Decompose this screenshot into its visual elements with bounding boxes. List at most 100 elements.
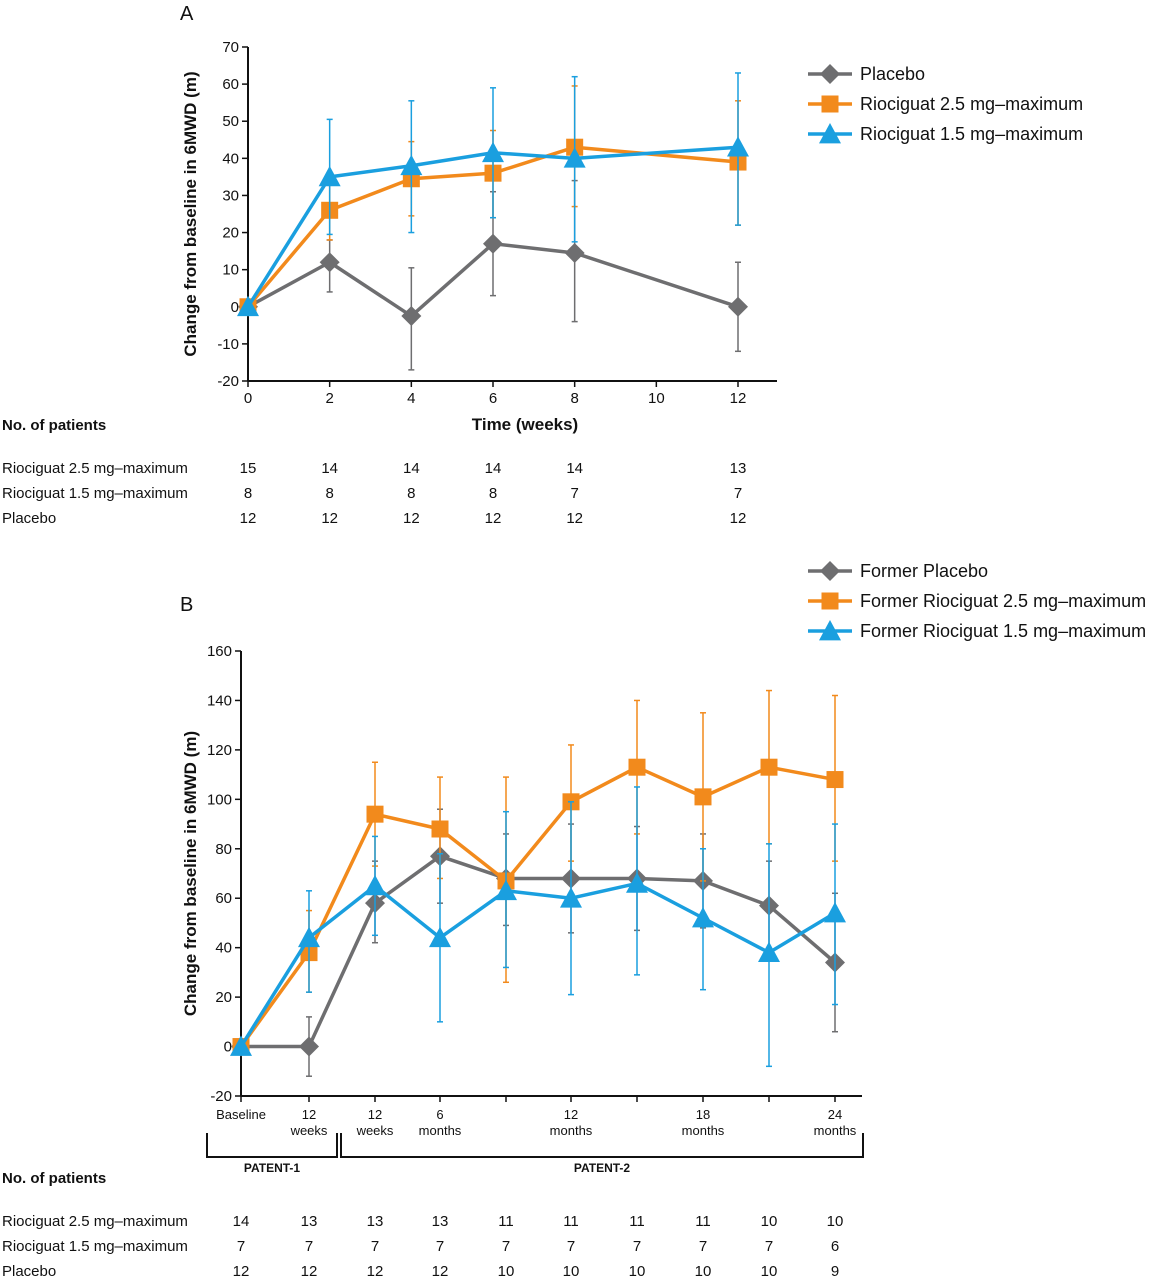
undefined-patients-count: 10	[629, 1263, 646, 1280]
undefined-y-tick-label: 60	[215, 890, 232, 907]
undefined-x-tick-label: 24	[828, 1107, 842, 1122]
undefined-legend-label: Riociguat 2.5 mg–maximum	[860, 94, 1083, 114]
undefined-data-point	[299, 1036, 319, 1057]
undefined-y-tick-label: 20	[215, 989, 232, 1006]
undefined-series-riociguat-1-5	[230, 786, 846, 1068]
undefined-patients-count: 14	[321, 460, 338, 477]
undefined-x-tick-label: 2	[325, 390, 333, 407]
undefined-patients-count: 7	[734, 485, 742, 502]
undefined-data-point	[626, 872, 648, 893]
undefined-patients-count: 12	[566, 510, 583, 527]
undefined-y-tick-label: 120	[207, 742, 232, 759]
undefined-data-point	[483, 233, 503, 254]
undefined-data-point	[694, 788, 712, 806]
undefined-patients-count: 13	[730, 460, 747, 477]
undefined-patients-count: 12	[321, 510, 338, 527]
undefined-legend-marker	[820, 64, 840, 84]
undefined-data-point	[237, 295, 259, 317]
undefined-y-tick-label: -20	[210, 1088, 232, 1105]
undefined-patients-header: No. of patients	[2, 417, 106, 434]
undefined-patients-count: 7	[633, 1238, 641, 1255]
undefined-patients-count: 10	[563, 1263, 580, 1280]
undefined-patients-row-label: Riociguat 2.5 mg–maximum	[2, 460, 188, 477]
undefined-y-tick-label: 40	[215, 940, 232, 957]
undefined-patients-count: 10	[827, 1213, 844, 1230]
undefined-y-tick-label: 140	[207, 692, 232, 709]
undefined-x-tick-label: 6	[489, 390, 497, 407]
undefined-x-tick-label: 8	[570, 390, 578, 407]
undefined-patients-row-label: Riociguat 1.5 mg–maximum	[2, 1238, 188, 1255]
undefined-data-point	[318, 165, 341, 187]
undefined-patients-count: 12	[240, 510, 257, 527]
undefined-x-tick-label: 4	[407, 390, 415, 407]
undefined-y-tick-label: -20	[217, 373, 239, 390]
undefined-x-tick-label: 18	[696, 1107, 710, 1122]
panel-b-bracket	[206, 1133, 338, 1158]
undefined-patients-count: 10	[695, 1263, 712, 1280]
undefined-patients-count: 14	[566, 460, 583, 477]
undefined-x-tick-label: 12	[564, 1107, 578, 1122]
undefined-y-axis-title: Change from baseline in 6MWD (m)	[181, 731, 200, 1016]
undefined-x-tick-label: months	[419, 1123, 462, 1138]
undefined-y-tick-label: 80	[215, 841, 232, 858]
undefined-patients-count: 7	[305, 1238, 313, 1255]
undefined-series-line	[239, 765, 836, 1048]
undefined-patients-count: 7	[699, 1238, 707, 1255]
undefined-patients-count: 7	[570, 485, 578, 502]
undefined-data-point	[563, 147, 586, 168]
undefined-patients-count: 12	[403, 510, 420, 527]
undefined-patients-count: 13	[367, 1213, 384, 1230]
undefined-patients-count: 7	[567, 1238, 575, 1255]
undefined-patients-count: 11	[498, 1213, 514, 1230]
undefined-legend-label: Placebo	[860, 64, 925, 84]
undefined-data-point	[364, 874, 386, 896]
undefined-series-line	[239, 881, 836, 1048]
undefined-patients-count: 11	[629, 1213, 645, 1230]
undefined-patients-count: 11	[563, 1213, 579, 1230]
undefined-patients-count: 8	[244, 485, 252, 502]
undefined-patients-count: 12	[485, 510, 502, 527]
undefined-data-point	[495, 879, 517, 901]
undefined-data-point	[401, 306, 422, 327]
undefined-x-tick-label: 10	[648, 390, 665, 407]
undefined-data-point	[628, 758, 646, 776]
undefined-patients-count: 12	[233, 1263, 250, 1280]
undefined-patients-count: 9	[831, 1263, 839, 1280]
panel-b-chart: -20 0 20 40 60 80 100 120 140 160 Change from base…	[2, 561, 1146, 1280]
undefined-patients-count: 10	[761, 1263, 778, 1280]
undefined-patients-count: 13	[432, 1213, 449, 1230]
undefined-y-tick-label: 70	[222, 39, 239, 56]
undefined-data-point	[431, 820, 449, 838]
undefined-y-tick-label: -10	[217, 336, 239, 353]
undefined-data-point	[366, 805, 384, 823]
undefined-series-line	[247, 241, 739, 318]
panel-b-bracket-label: PATENT-2	[574, 1161, 631, 1175]
undefined-y-tick-label: 20	[222, 225, 239, 242]
undefined-data-point	[560, 887, 582, 908]
undefined-legend-label: Former Placebo	[860, 561, 988, 581]
undefined-patients-count: 13	[301, 1213, 318, 1230]
undefined-data-point	[298, 926, 320, 948]
undefined-patients-row-label: Placebo	[2, 510, 56, 527]
undefined-patients-count: 12	[301, 1263, 318, 1280]
undefined-patients-count: 14	[485, 460, 502, 477]
undefined-data-point	[824, 902, 846, 923]
panel-a-letter: A	[180, 3, 194, 25]
undefined-patients-header: No. of patients	[2, 1170, 106, 1187]
undefined-x-tick-label: 12	[730, 390, 747, 407]
undefined-series-line	[241, 854, 837, 1049]
undefined-data-point	[230, 1035, 252, 1056]
panel-b-letter: B	[180, 594, 193, 616]
undefined-y-tick-label: 60	[222, 76, 239, 93]
undefined-series-riociguat-2-5	[232, 689, 844, 1056]
undefined-patients-count: 10	[761, 1213, 778, 1230]
undefined-data-point	[760, 758, 778, 776]
undefined-series-line	[246, 145, 739, 308]
undefined-y-axis-title: Change from baseline in 6MWD (m)	[181, 71, 200, 356]
undefined-y-tick-label: 160	[207, 643, 232, 660]
undefined-patients-count: 14	[233, 1213, 250, 1230]
undefined-data-point	[564, 242, 585, 263]
undefined-patients-count: 10	[498, 1263, 515, 1280]
undefined-y-tick-label: 100	[207, 791, 232, 808]
undefined-legend-marker	[819, 620, 841, 641]
